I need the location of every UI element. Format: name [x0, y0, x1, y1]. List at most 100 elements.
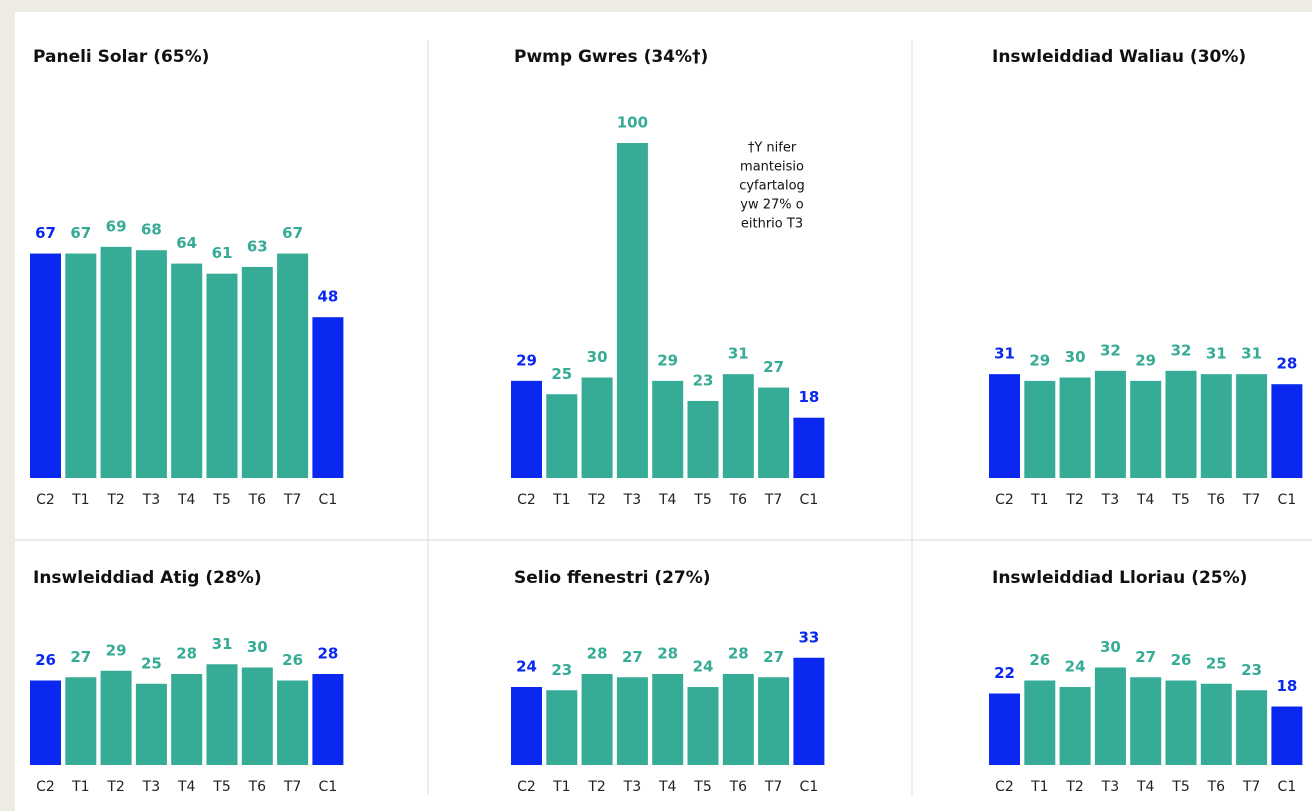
x-tick-label: T1 — [1030, 779, 1048, 795]
bar — [1165, 680, 1197, 765]
x-tick-label: T2 — [587, 492, 605, 508]
value-label: 27 — [1135, 648, 1156, 666]
bar — [687, 400, 719, 478]
x-tick-label: T7 — [764, 779, 782, 795]
bar — [206, 664, 238, 765]
value-label: 32 — [1171, 341, 1192, 359]
value-label: 30 — [247, 638, 268, 656]
bar — [206, 273, 238, 478]
x-tick-label: T6 — [248, 492, 267, 508]
x-tick-label: C2 — [36, 779, 55, 795]
value-label: 48 — [317, 288, 338, 306]
chart-title: Inswleiddiad Lloriau (25%) — [992, 568, 1247, 588]
x-tick-label: T6 — [248, 779, 267, 795]
chart-title: Pwmp Gwres (34%†) — [514, 47, 708, 67]
value-label: 24 — [693, 658, 714, 676]
value-label: 18 — [798, 388, 819, 406]
value-label: 28 — [317, 645, 338, 663]
value-label: 23 — [551, 661, 572, 679]
chart-title: Inswleiddiad Atig (28%) — [33, 568, 262, 588]
value-label: 27 — [70, 648, 91, 666]
bar — [989, 693, 1020, 765]
chart-title: Inswleiddiad Waliau (30%) — [992, 47, 1246, 67]
value-label: 67 — [70, 224, 91, 242]
bar — [241, 667, 273, 765]
x-tick-label: C1 — [800, 492, 819, 508]
x-tick-label: T3 — [1101, 492, 1119, 508]
value-label: 25 — [1206, 654, 1227, 672]
x-tick-label: T2 — [106, 779, 124, 795]
value-label: 24 — [516, 658, 537, 676]
x-tick-label: T4 — [658, 779, 677, 795]
bar — [1024, 380, 1056, 478]
value-label: 68 — [141, 221, 162, 239]
x-tick-label: C2 — [995, 779, 1014, 795]
value-label: 25 — [141, 654, 162, 672]
x-tick-label: T4 — [658, 492, 677, 508]
value-label: 27 — [622, 648, 643, 666]
bar — [1271, 706, 1303, 765]
value-label: 23 — [693, 371, 714, 389]
x-tick-label: T4 — [177, 492, 196, 508]
value-label: 31 — [994, 345, 1015, 363]
bar — [616, 143, 648, 478]
value-label: 29 — [1135, 351, 1156, 369]
bar — [1236, 690, 1268, 765]
value-label: 31 — [1206, 345, 1227, 363]
x-tick-label: T1 — [71, 779, 89, 795]
x-tick-label: C2 — [36, 492, 55, 508]
bar — [312, 317, 344, 478]
value-label: 18 — [1276, 677, 1297, 695]
chart-title: Paneli Solar (65%) — [33, 47, 209, 67]
value-label: 22 — [994, 664, 1015, 682]
bar — [758, 387, 790, 478]
bar — [1059, 377, 1091, 478]
value-label: 26 — [35, 651, 56, 669]
x-tick-label: T7 — [283, 779, 301, 795]
bar — [722, 374, 754, 478]
value-label: 30 — [1100, 638, 1121, 656]
bar — [1200, 374, 1232, 478]
x-tick-label: C2 — [517, 779, 536, 795]
value-label: 29 — [1029, 351, 1050, 369]
value-label: 28 — [728, 645, 749, 663]
value-label: 24 — [1065, 658, 1086, 676]
annotation: eithrio T3 — [741, 217, 803, 232]
x-tick-label: T2 — [1065, 492, 1083, 508]
bar — [511, 687, 542, 765]
bar — [1236, 374, 1268, 478]
bar — [30, 680, 61, 765]
x-tick-label: T6 — [1207, 779, 1226, 795]
annotation: cyfartalog — [739, 179, 805, 194]
value-label: 26 — [1171, 651, 1192, 669]
bar — [1059, 687, 1091, 765]
x-tick-label: C1 — [319, 779, 338, 795]
x-tick-label: T3 — [623, 779, 641, 795]
x-tick-label: C1 — [1278, 492, 1297, 508]
bar — [277, 680, 309, 765]
bar — [581, 674, 613, 765]
value-label: 61 — [212, 244, 233, 262]
x-tick-label: T6 — [1207, 492, 1226, 508]
value-label: 31 — [212, 635, 233, 653]
bar — [1130, 380, 1162, 478]
bar — [100, 246, 132, 478]
bar — [241, 266, 273, 478]
bar — [989, 374, 1020, 478]
bar — [546, 690, 578, 765]
value-label: 28 — [1276, 355, 1297, 373]
bar — [135, 250, 167, 478]
bar — [687, 687, 719, 765]
value-label: 26 — [1029, 651, 1050, 669]
value-label: 33 — [798, 628, 819, 646]
x-tick-label: C2 — [517, 492, 536, 508]
value-label: 67 — [282, 224, 303, 242]
annotation: yw 27% o — [740, 198, 803, 213]
bar — [277, 253, 309, 478]
value-label: 29 — [516, 351, 537, 369]
x-tick-label: T7 — [1242, 492, 1260, 508]
x-tick-label: T6 — [729, 779, 748, 795]
bar — [171, 674, 203, 765]
x-tick-label: T5 — [212, 492, 230, 508]
